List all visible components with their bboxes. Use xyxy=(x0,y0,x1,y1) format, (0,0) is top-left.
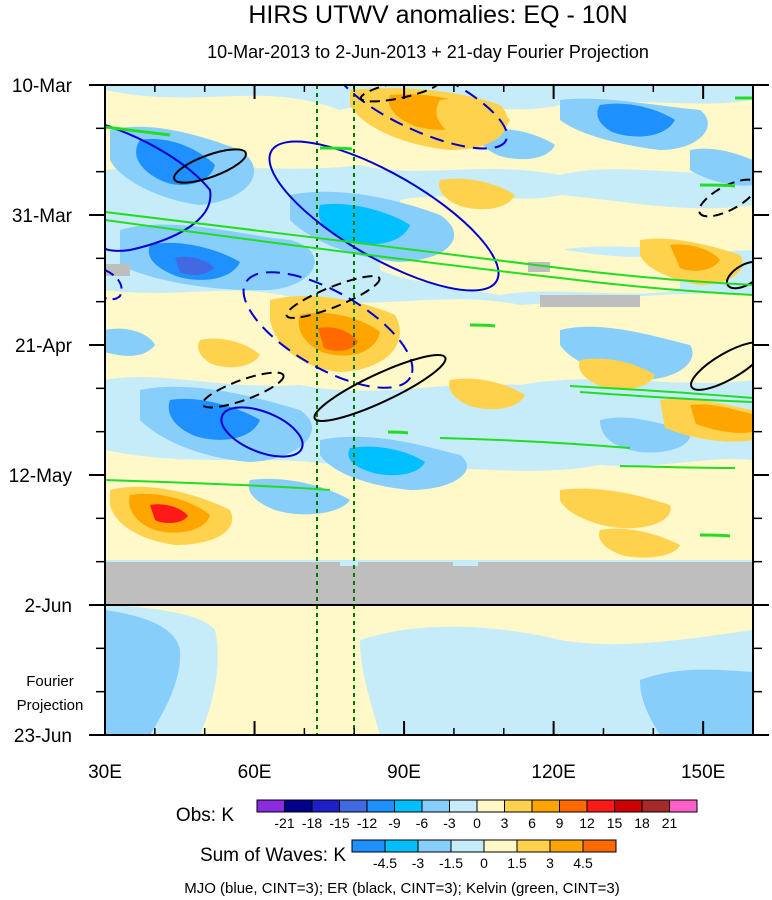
obs-legend-swatch xyxy=(476,799,505,813)
obs-legend-swatch xyxy=(366,799,395,813)
waves-legend-swatch xyxy=(483,839,518,853)
obs-legend-level: 21 xyxy=(662,815,678,831)
waves-legend-label: Sum of Waves: K xyxy=(200,845,346,866)
obs-legend-swatch xyxy=(531,799,560,813)
obs-legend-level: 3 xyxy=(501,815,509,831)
x-tick-label: 60E xyxy=(238,762,272,783)
obs-legend-swatch xyxy=(421,799,450,813)
obs-legend-level: 6 xyxy=(528,815,536,831)
obs-legend-level: 15 xyxy=(607,815,623,831)
obs-legend-swatch xyxy=(284,799,313,813)
obs-anomaly-field xyxy=(105,88,753,735)
obs-legend-label: Obs: K xyxy=(176,805,234,826)
obs-legend-swatch xyxy=(256,799,285,813)
waves-legend-level: 1.5 xyxy=(507,855,527,871)
missing-data xyxy=(105,262,753,604)
waves-legend-level: -3 xyxy=(412,855,425,871)
obs-legend-swatch xyxy=(669,799,698,813)
waves-legend-level: -1.5 xyxy=(439,855,463,871)
waves-legend-swatch xyxy=(417,839,452,853)
waves-legend-swatch xyxy=(384,839,419,853)
axes: 30E 60E 90E 120E 150E 10-Mar 31-Mar 21-Apr 12-Ma… xyxy=(9,76,769,783)
obs-legend-level: 9 xyxy=(556,815,564,831)
y-tick-label: 21-Apr xyxy=(15,336,73,357)
waves-legend-swatch xyxy=(516,839,551,853)
projection-label-line1: Fourier xyxy=(26,673,74,690)
legends: Obs: K -21 -18 -15 -12 -9 -6 -3 0 3 6 9 12 15 18 21 Sum … xyxy=(176,799,698,871)
obs-legend-level: 18 xyxy=(634,815,650,831)
obs-legend-swatch xyxy=(559,799,588,813)
obs-legend-level: 12 xyxy=(579,815,595,831)
obs-legend-swatch xyxy=(339,799,368,813)
kelvin-contours xyxy=(105,96,753,538)
waves-legend-level: 3 xyxy=(546,855,554,871)
er-contours xyxy=(173,85,753,422)
y-tick-label: 31-Mar xyxy=(12,206,73,227)
obs-legend-level: -12 xyxy=(357,815,377,831)
obs-legend-swatch xyxy=(394,799,423,813)
obs-legend-level: -15 xyxy=(329,815,349,831)
obs-legend-level: -6 xyxy=(416,815,429,831)
footer-note: MJO (blue, CINT=3); ER (black, CINT=3); … xyxy=(184,880,620,897)
x-tick-label: 90E xyxy=(387,762,421,783)
obs-legend-swatch xyxy=(614,799,643,813)
x-tick-label: 120E xyxy=(531,762,575,783)
waves-legend-level: -4.5 xyxy=(373,855,397,871)
waves-legend-swatch xyxy=(549,839,584,853)
waves-legend-swatch xyxy=(351,839,386,853)
obs-legend-swatch xyxy=(504,799,533,813)
obs-legend-level: -18 xyxy=(302,815,322,831)
obs-legend-level: 0 xyxy=(473,815,481,831)
waves-legend-level: 0 xyxy=(480,855,488,871)
obs-legend-swatch xyxy=(449,799,478,813)
obs-legend-level: -21 xyxy=(274,815,294,831)
obs-legend-swatch xyxy=(311,799,340,813)
y-tick-label: 23-Jun xyxy=(14,726,72,747)
plot-area xyxy=(105,85,753,735)
y-tick-label: 10-Mar xyxy=(12,76,73,97)
chart-title: HIRS UTWV anomalies: EQ - 10N xyxy=(248,1,627,29)
obs-legend-swatch xyxy=(641,799,670,813)
projection-label-line2: Projection xyxy=(17,697,84,714)
plot-frame xyxy=(104,84,754,736)
y-tick-label: 2-Jun xyxy=(24,596,72,617)
obs-legend-level: -3 xyxy=(443,815,456,831)
mjo-contours xyxy=(105,85,509,458)
y-tick-label: 12-May xyxy=(9,466,73,487)
obs-legend-level: -9 xyxy=(388,815,401,831)
obs-legend-swatch xyxy=(586,799,615,813)
waves-legend-level: 4.5 xyxy=(573,855,593,871)
waves-legend-swatch xyxy=(450,839,485,853)
x-tick-label: 150E xyxy=(681,762,725,783)
waves-legend-swatch xyxy=(582,839,617,853)
chart-subtitle: 10-Mar-2013 to 2-Jun-2013 + 21-day Fouri… xyxy=(207,42,649,62)
x-tick-label: 30E xyxy=(88,762,122,783)
